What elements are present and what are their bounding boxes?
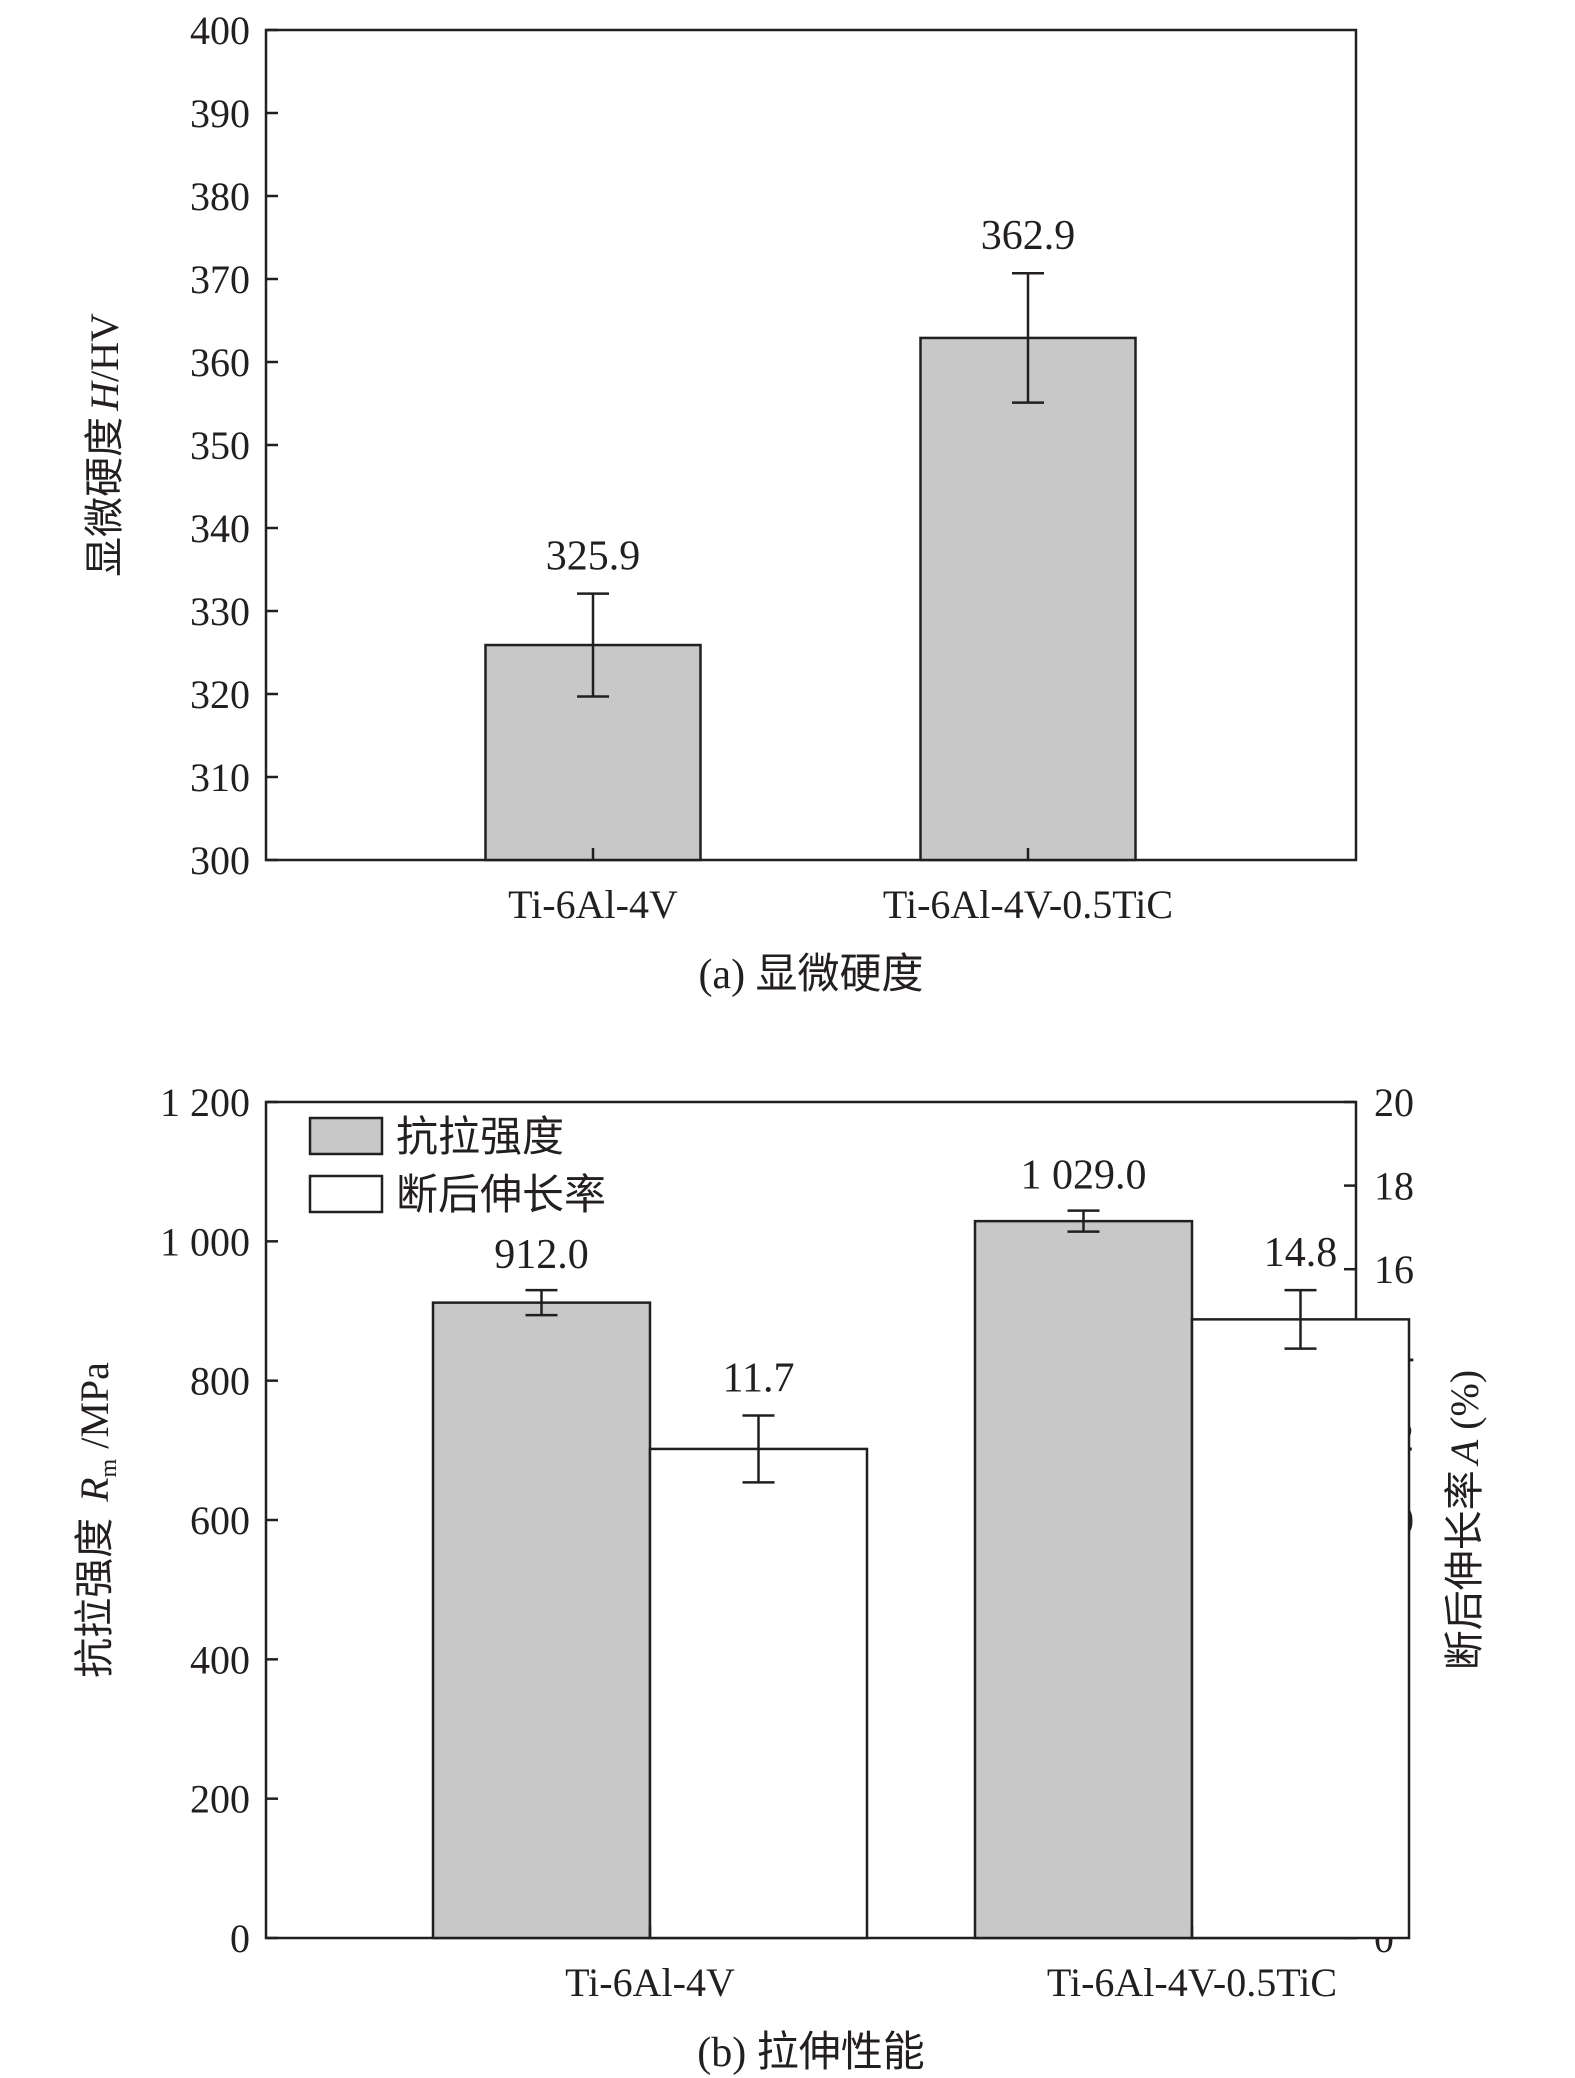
y-tick-label: 0 [230,1916,250,1961]
data-label-elongation-1: 11.7 [723,1356,795,1402]
y-tick-label: 310 [190,755,250,800]
y-tick-label: 370 [190,257,250,302]
legend-swatch-2 [308,1174,384,1214]
y-tick-label: 300 [190,838,250,883]
bar-strength-2 [973,1219,1194,1940]
data-label-hardness-1: 325.9 [546,534,641,580]
x-tick-label: Ti-6Al-4V-0.5TiC [1047,1960,1337,2005]
plot-frame [264,28,1358,862]
legend-swatch-1 [308,1116,384,1156]
chart-panel-a: 300 310 320 330 340 350 360 370 380 390 400 325.9 Ti… [82,8,1358,998]
bar-strength-1 [431,1301,652,1940]
caption-a: (a) 显微硬度 [698,952,923,998]
y-tick-label: 320 [190,672,250,717]
legend-label-1: 抗拉强度 [396,1114,564,1161]
data-label-strength-1: 912.0 [494,1232,589,1278]
bar-hardness-2 [919,336,1137,862]
bar-elongation-1 [648,1447,869,1940]
y-tick-label: 400 [190,8,250,53]
y2-tick-label: 20 [1374,1080,1414,1125]
y-tick-label: 380 [190,174,250,219]
x-tick-label: Ti-6Al-4V [565,1960,735,2005]
bar-elongation-2 [1190,1318,1411,1940]
y-axis-label: 抗拉强度 Rm /MPa [72,1362,122,1678]
y-tick-label: 340 [190,506,250,551]
data-label-elongation-2: 14.8 [1264,1230,1338,1276]
y-tick-label: 800 [190,1359,250,1404]
y2-tick-label: 18 [1374,1164,1414,1209]
legend-label-2: 断后伸长率 [396,1172,606,1219]
x-tick-label: Ti-6Al-4V [508,882,678,927]
y-axis-label: 显微硬度H/HV [82,313,127,577]
y-tick-label: 600 [190,1498,250,1543]
y-tick-label: 330 [190,589,250,634]
data-label-strength-2: 1 029.0 [1021,1153,1147,1199]
y2-axis-label: 断后伸长率A (%) [1442,1370,1487,1670]
caption-b: (b) 拉伸性能 [697,2029,924,2076]
data-label-hardness-2: 362.9 [981,213,1076,259]
y-tick-label: 1 200 [160,1080,250,1125]
y-tick-label: 400 [190,1637,250,1682]
y-tick-label: 1 000 [160,1219,250,1264]
y-tick-label: 390 [190,91,250,136]
y-tick-label: 350 [190,423,250,468]
y2-tick-label: 16 [1374,1247,1414,1292]
x-tick-label: Ti-6Al-4V-0.5TiC [883,882,1173,927]
y-tick-label: 360 [190,340,250,385]
y-tick-label: 200 [190,1777,250,1822]
